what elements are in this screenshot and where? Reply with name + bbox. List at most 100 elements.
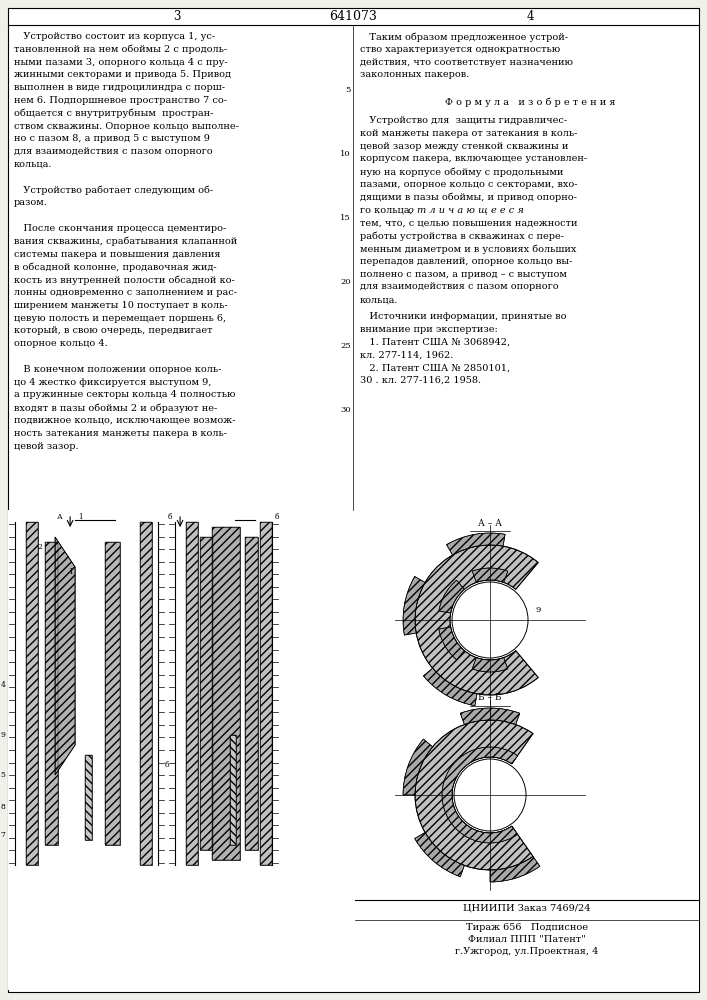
Text: го кольца,: го кольца, bbox=[360, 206, 416, 215]
Text: А – А: А – А bbox=[478, 518, 502, 528]
Text: Устройство для  защиты гидравличес-: Устройство для защиты гидравличес- bbox=[360, 116, 567, 125]
Bar bbox=[200, 537, 213, 850]
Text: внимание при экспертизе:: внимание при экспертизе: bbox=[360, 325, 498, 334]
Bar bbox=[85, 755, 92, 840]
Text: г.Ужгород, ул.Проектная, 4: г.Ужгород, ул.Проектная, 4 bbox=[455, 948, 598, 956]
Text: кл. 277-114, 1962.: кл. 277-114, 1962. bbox=[360, 350, 453, 359]
Bar bbox=[45, 542, 58, 845]
Bar bbox=[105, 542, 120, 845]
Text: ством скважины. Опорное кольцо выполне-: ством скважины. Опорное кольцо выполне- bbox=[14, 122, 239, 131]
Text: дящими в пазы обоймы, и привод опорно-: дящими в пазы обоймы, и привод опорно- bbox=[360, 193, 577, 202]
Wedge shape bbox=[439, 627, 464, 660]
Text: но с пазом 8, а привод 5 с выступом 9: но с пазом 8, а привод 5 с выступом 9 bbox=[14, 134, 210, 143]
Text: Ф о р м у л а   и з о б р е т е н и я: Ф о р м у л а и з о б р е т е н и я bbox=[445, 97, 615, 107]
Bar bbox=[140, 522, 152, 865]
Wedge shape bbox=[403, 739, 433, 795]
Text: После скончания процесса цементиро-: После скончания процесса цементиро- bbox=[14, 224, 226, 233]
Text: 5: 5 bbox=[346, 86, 351, 94]
Text: системы пакера и повышения давления: системы пакера и повышения давления bbox=[14, 250, 221, 259]
Bar bbox=[26, 522, 38, 865]
Bar bbox=[230, 735, 236, 845]
Text: заколонных пакеров.: заколонных пакеров. bbox=[360, 70, 469, 79]
Text: кой манжеты пакера от затекания в коль-: кой манжеты пакера от затекания в коль- bbox=[360, 129, 578, 138]
Bar bbox=[140, 522, 152, 865]
Text: Филиал ППП "Патент": Филиал ППП "Патент" bbox=[467, 936, 585, 944]
Wedge shape bbox=[423, 668, 477, 706]
Bar bbox=[186, 522, 198, 865]
Polygon shape bbox=[55, 537, 75, 775]
Bar bbox=[212, 527, 240, 860]
Text: б: б bbox=[168, 513, 173, 521]
Text: перепадов давлений, опорное кольцо вы-: перепадов давлений, опорное кольцо вы- bbox=[360, 257, 573, 266]
Text: 25: 25 bbox=[341, 342, 351, 350]
Text: ность затекания манжеты пакера в коль-: ность затекания манжеты пакера в коль- bbox=[14, 429, 227, 438]
Wedge shape bbox=[442, 747, 518, 843]
Text: 30 . кл. 277-116,2 1958.: 30 . кл. 277-116,2 1958. bbox=[360, 376, 481, 385]
Text: который, в свою очередь, передвигает: который, в свою очередь, передвигает bbox=[14, 326, 213, 335]
Text: 1: 1 bbox=[78, 513, 82, 521]
Text: цевой зазор.: цевой зазор. bbox=[14, 442, 78, 451]
Wedge shape bbox=[439, 580, 464, 613]
Wedge shape bbox=[415, 720, 533, 870]
Circle shape bbox=[452, 582, 528, 658]
Text: в обсадной колонне, продавочная жид-: в обсадной колонне, продавочная жид- bbox=[14, 262, 217, 272]
Bar bbox=[186, 522, 198, 865]
Text: 4: 4 bbox=[1, 681, 6, 689]
Bar bbox=[212, 527, 240, 860]
Text: В конечном положении опорное коль-: В конечном положении опорное коль- bbox=[14, 365, 221, 374]
Text: вания скважины, срабатывания клапанной: вания скважины, срабатывания клапанной bbox=[14, 237, 238, 246]
Text: 9: 9 bbox=[1, 731, 6, 739]
Bar bbox=[230, 735, 236, 845]
Text: кость из внутренней полости обсадной ко-: кость из внутренней полости обсадной ко- bbox=[14, 275, 235, 285]
Text: работы устройства в скважинах с пере-: работы устройства в скважинах с пере- bbox=[360, 231, 564, 241]
Bar bbox=[260, 522, 272, 865]
Text: тановленной на нем обоймы 2 с продоль-: тановленной на нем обоймы 2 с продоль- bbox=[14, 45, 227, 54]
Text: 1. Патент США № 3068942,: 1. Патент США № 3068942, bbox=[360, 338, 510, 347]
Text: кольца.: кольца. bbox=[14, 160, 52, 169]
Text: 10: 10 bbox=[341, 150, 351, 158]
Text: цо 4 жестко фиксируется выступом 9,: цо 4 жестко фиксируется выступом 9, bbox=[14, 378, 211, 387]
Text: 1: 1 bbox=[68, 568, 73, 576]
Text: 7: 7 bbox=[1, 831, 6, 839]
Text: Б – Б: Б – Б bbox=[478, 694, 502, 702]
Text: опорное кольцо 4.: опорное кольцо 4. bbox=[14, 339, 108, 348]
Text: а пружинные секторы кольца 4 полностью: а пружинные секторы кольца 4 полностью bbox=[14, 390, 235, 399]
Bar bbox=[200, 537, 213, 850]
Wedge shape bbox=[472, 568, 508, 582]
Text: Таким образом предложенное устрой-: Таким образом предложенное устрой- bbox=[360, 32, 568, 41]
Text: 9: 9 bbox=[535, 606, 541, 614]
Text: полнено с пазом, а привод – с выступом: полнено с пазом, а привод – с выступом bbox=[360, 270, 567, 279]
Text: ЦНИИПИ Заказ 7469/24: ЦНИИПИ Заказ 7469/24 bbox=[463, 904, 590, 912]
Text: 20: 20 bbox=[341, 278, 351, 286]
Text: тем, что, с целью повышения надежности: тем, что, с целью повышения надежности bbox=[360, 218, 578, 227]
Wedge shape bbox=[447, 533, 505, 555]
Text: действия, что соответствует назначению: действия, что соответствует назначению bbox=[360, 58, 573, 67]
Wedge shape bbox=[403, 576, 425, 635]
Text: 8: 8 bbox=[1, 803, 6, 811]
Text: входят в пазы обоймы 2 и образуют не-: входят в пазы обоймы 2 и образуют не- bbox=[14, 403, 217, 413]
Text: ство характеризуется однократностью: ство характеризуется однократностью bbox=[360, 45, 561, 54]
Bar bbox=[85, 755, 92, 840]
Text: цевой зазор между стенкой скважины и: цевой зазор между стенкой скважины и bbox=[360, 142, 568, 151]
Bar bbox=[26, 522, 38, 865]
Text: б: б bbox=[275, 513, 279, 521]
Text: о т л и ч а ю щ е е с я: о т л и ч а ю щ е е с я bbox=[408, 206, 524, 215]
Bar bbox=[8, 510, 699, 990]
Circle shape bbox=[454, 759, 526, 831]
Text: А: А bbox=[57, 513, 63, 521]
Text: 2: 2 bbox=[37, 543, 42, 551]
Text: корпусом пакера, включающее установлен-: корпусом пакера, включающее установлен- bbox=[360, 154, 588, 163]
Bar bbox=[245, 537, 258, 850]
Wedge shape bbox=[415, 832, 464, 877]
Text: кольца.: кольца. bbox=[360, 295, 399, 304]
Wedge shape bbox=[490, 856, 540, 882]
Bar bbox=[105, 542, 120, 845]
Text: 3: 3 bbox=[173, 10, 181, 23]
Text: пазами, опорное кольцо с секторами, вхо-: пазами, опорное кольцо с секторами, вхо- bbox=[360, 180, 578, 189]
Wedge shape bbox=[415, 545, 538, 695]
Text: для взаимодействия с пазом опорного: для взаимодействия с пазом опорного bbox=[14, 147, 213, 156]
Text: Устройство работает следующим об-: Устройство работает следующим об- bbox=[14, 186, 214, 195]
Bar bbox=[245, 537, 258, 850]
Text: 5: 5 bbox=[1, 771, 6, 779]
Text: ными пазами 3, опорного кольца 4 с пру-: ными пазами 3, опорного кольца 4 с пру- bbox=[14, 58, 228, 67]
